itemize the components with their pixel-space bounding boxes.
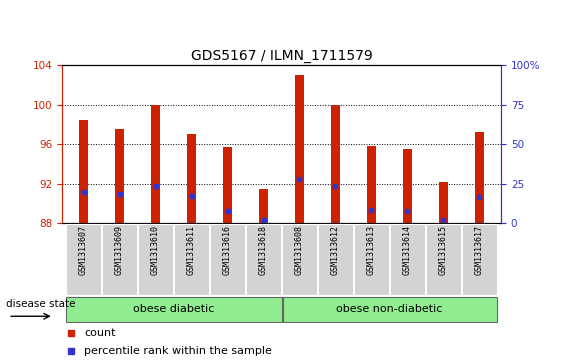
Text: GSM1313609: GSM1313609 — [115, 225, 124, 276]
Text: GSM1313612: GSM1313612 — [331, 225, 340, 276]
Text: GSM1313616: GSM1313616 — [223, 225, 232, 276]
Text: GSM1313614: GSM1313614 — [403, 225, 412, 276]
Bar — [475, 132, 484, 223]
FancyBboxPatch shape — [102, 224, 137, 295]
FancyBboxPatch shape — [318, 224, 353, 295]
Text: GSM1313608: GSM1313608 — [295, 225, 304, 276]
FancyBboxPatch shape — [354, 224, 389, 295]
Bar — [403, 149, 412, 223]
FancyBboxPatch shape — [282, 224, 317, 295]
Bar — [259, 189, 268, 223]
Bar — [223, 147, 232, 223]
Bar — [331, 105, 340, 223]
Text: obese diabetic: obese diabetic — [133, 305, 214, 314]
FancyBboxPatch shape — [210, 224, 245, 295]
Text: GSM1313613: GSM1313613 — [367, 225, 376, 276]
FancyBboxPatch shape — [66, 224, 101, 295]
Text: GSM1313618: GSM1313618 — [259, 225, 268, 276]
Text: count: count — [84, 328, 115, 338]
Title: GDS5167 / ILMN_1711579: GDS5167 / ILMN_1711579 — [191, 49, 372, 63]
FancyBboxPatch shape — [246, 224, 281, 295]
Bar — [187, 134, 196, 223]
Text: GSM1313611: GSM1313611 — [187, 225, 196, 276]
FancyBboxPatch shape — [390, 224, 425, 295]
Text: GSM1313617: GSM1313617 — [475, 225, 484, 276]
Text: GSM1313615: GSM1313615 — [439, 225, 448, 276]
FancyBboxPatch shape — [174, 224, 209, 295]
FancyBboxPatch shape — [65, 297, 282, 322]
Bar — [151, 105, 160, 223]
Bar — [115, 130, 124, 223]
FancyBboxPatch shape — [426, 224, 461, 295]
Text: obese non-diabetic: obese non-diabetic — [336, 305, 443, 314]
Text: disease state: disease state — [6, 299, 75, 309]
Bar — [79, 120, 88, 223]
FancyBboxPatch shape — [462, 224, 497, 295]
FancyBboxPatch shape — [138, 224, 173, 295]
Text: GSM1313607: GSM1313607 — [79, 225, 88, 276]
FancyBboxPatch shape — [283, 297, 498, 322]
Bar — [367, 146, 376, 223]
Text: GSM1313610: GSM1313610 — [151, 225, 160, 276]
Bar — [295, 75, 304, 223]
Text: percentile rank within the sample: percentile rank within the sample — [84, 346, 272, 356]
Bar — [439, 182, 448, 223]
